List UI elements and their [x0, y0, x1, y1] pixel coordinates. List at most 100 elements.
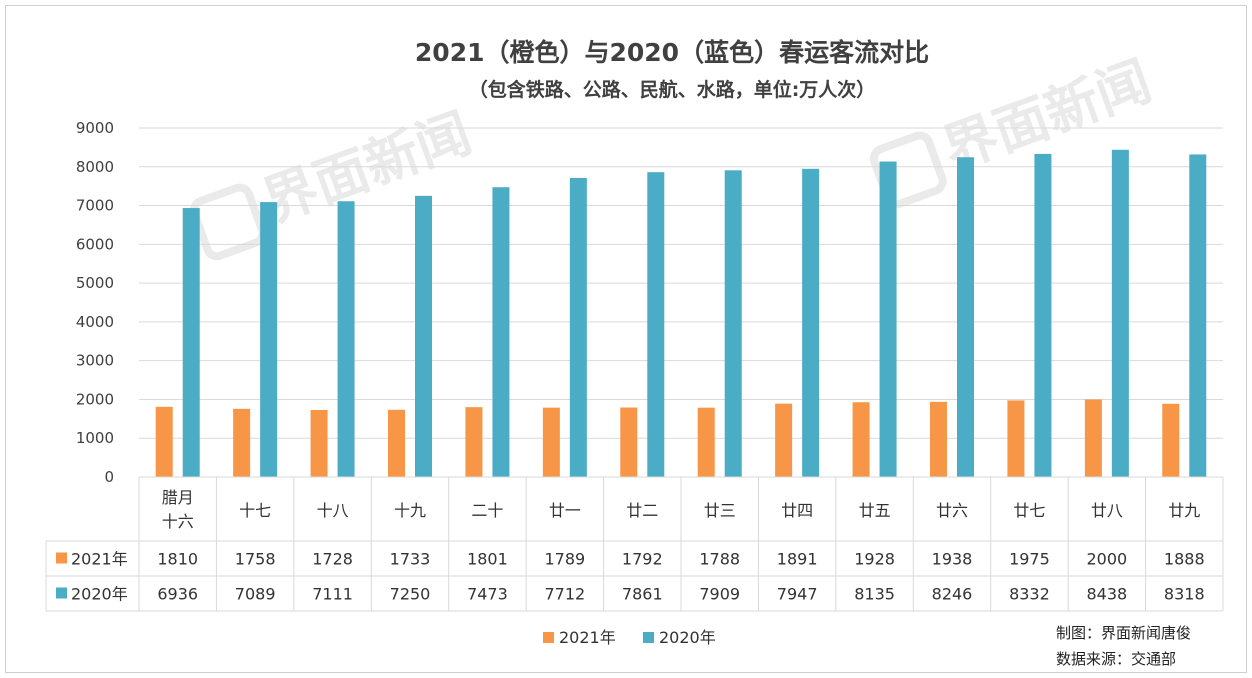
- table-value: 7712: [544, 585, 585, 604]
- bar-2020: [492, 187, 510, 477]
- table-value: 1891: [777, 550, 818, 569]
- bar-2020: [182, 208, 200, 477]
- category-label: 廿九: [1168, 501, 1200, 520]
- legend-swatch: [643, 632, 654, 643]
- category-label: 十九: [394, 501, 426, 520]
- bar-2021: [930, 401, 947, 477]
- bar-2021: [775, 403, 793, 477]
- bar-2021: [310, 409, 328, 477]
- table-value: 6936: [157, 585, 198, 604]
- y-tick-label: 1000: [76, 429, 114, 447]
- category-label: 二十: [471, 501, 503, 520]
- bar-2020: [879, 161, 897, 477]
- legend-label: 2021年: [559, 628, 616, 647]
- table-series-label: 2021年: [71, 550, 128, 569]
- bar-2021: [1162, 403, 1180, 477]
- bar-2021: [542, 407, 560, 477]
- legend-swatch: [543, 632, 554, 643]
- y-tick-label: 0: [104, 468, 114, 486]
- bars: [155, 149, 1207, 478]
- category-label: 廿五: [859, 501, 891, 520]
- table-value: 8318: [1164, 585, 1205, 604]
- bar-2020: [1189, 154, 1207, 477]
- y-tick-label: 8000: [76, 158, 114, 176]
- table-value: 8438: [1086, 585, 1127, 604]
- category-label: 腊月十六: [162, 488, 194, 531]
- y-tick-label: 7000: [76, 197, 114, 215]
- bar-2021: [1007, 400, 1025, 477]
- table-value: 7947: [777, 585, 818, 604]
- y-tick-label: 9000: [76, 119, 114, 137]
- chart-frame: 界面新闻 界面新闻 2021（橙色）与2020（蓝色）春运客流对比 （包含铁路、…: [5, 5, 1247, 673]
- bar-2021: [465, 407, 483, 477]
- table-series-label: 2020年: [71, 585, 128, 604]
- bar-2020: [337, 201, 355, 477]
- table-value: 1788: [699, 550, 740, 569]
- table-legend-swatch: [56, 552, 67, 564]
- category-label-line: 十六: [162, 512, 194, 531]
- data-table: 腊月十六 十七 十八 十九 二十 廿一 廿二 廿三 廿四 廿五 廿六 廿七 廿八 廿九 2021年 1810 1…: [45, 476, 1224, 612]
- y-tick-label: 3000: [76, 352, 114, 370]
- chart-subtitle: （包含铁路、公路、民航、水路，单位:万人次）: [469, 78, 876, 101]
- table-value: 8246: [932, 585, 973, 604]
- bar-2020: [647, 172, 665, 477]
- credit-text: 制图：界面新闻唐俊: [1056, 624, 1192, 642]
- table-value: 1733: [390, 550, 431, 569]
- bar-2020: [1111, 149, 1129, 478]
- table-value: 1975: [1009, 550, 1050, 569]
- table-value: 1938: [932, 550, 973, 569]
- y-tick-label: 2000: [76, 390, 114, 408]
- bar-2020: [260, 202, 278, 477]
- bar-2020: [724, 170, 742, 477]
- legend-label: 2020年: [659, 628, 716, 647]
- category-label: 廿一: [549, 501, 581, 520]
- table-value: 7089: [235, 585, 276, 604]
- y-tick-label: 4000: [76, 313, 114, 331]
- bar-2020: [957, 157, 974, 477]
- bar-2021: [620, 407, 638, 477]
- table-value: 7909: [699, 585, 740, 604]
- source-text: 数据来源：交通部: [1056, 650, 1177, 668]
- table-value: 1792: [622, 550, 663, 569]
- category-label-line: 腊月: [162, 488, 194, 507]
- chart-title: 2021（橙色）与2020（蓝色）春运客流对比: [415, 38, 929, 67]
- table-value: 7473: [467, 585, 508, 604]
- table-value: 1801: [467, 550, 508, 569]
- table-value: 1758: [235, 550, 276, 569]
- category-label: 廿四: [781, 501, 813, 520]
- bar-2021: [697, 407, 715, 477]
- bar-chart: 2021（橙色）与2020（蓝色）春运客流对比 （包含铁路、公路、民航、水路，单…: [45, 38, 1224, 647]
- category-label: 十七: [239, 501, 271, 520]
- table-value: 1728: [312, 550, 353, 569]
- table-value: 7111: [312, 585, 353, 604]
- table-value: 1789: [544, 550, 585, 569]
- bar-2021: [852, 402, 870, 477]
- bar-2021: [233, 408, 251, 477]
- table-value: 7250: [390, 585, 431, 604]
- y-tick-label: 6000: [76, 235, 114, 253]
- y-axis: 0 1000 2000 3000 4000 5000 6000 7000 8000 9000: [76, 119, 114, 486]
- table-value: 8332: [1009, 585, 1050, 604]
- category-label: 廿三: [704, 501, 736, 520]
- bar-2020: [569, 177, 587, 477]
- gridlines: [139, 127, 1223, 478]
- category-label: 十八: [317, 501, 349, 520]
- bar-2020: [415, 195, 432, 477]
- bar-2020: [1034, 153, 1052, 477]
- table-value: 2000: [1086, 550, 1127, 569]
- category-label: 廿七: [1013, 501, 1045, 520]
- table-legend-swatch: [56, 587, 67, 599]
- category-label: 廿八: [1091, 501, 1123, 520]
- bar-2021: [1084, 399, 1102, 477]
- table-value: 1928: [854, 550, 895, 569]
- legend: 2021年 2020年: [543, 628, 716, 647]
- category-label: 廿二: [626, 501, 658, 520]
- bar-2021: [155, 406, 173, 477]
- bar-2021: [388, 409, 405, 477]
- table-value: 1810: [157, 550, 198, 569]
- table-value: 8135: [854, 585, 895, 604]
- category-label: 廿六: [936, 501, 968, 520]
- table-value: 7861: [622, 585, 663, 604]
- y-tick-label: 5000: [76, 274, 114, 292]
- table-value: 1888: [1164, 550, 1205, 569]
